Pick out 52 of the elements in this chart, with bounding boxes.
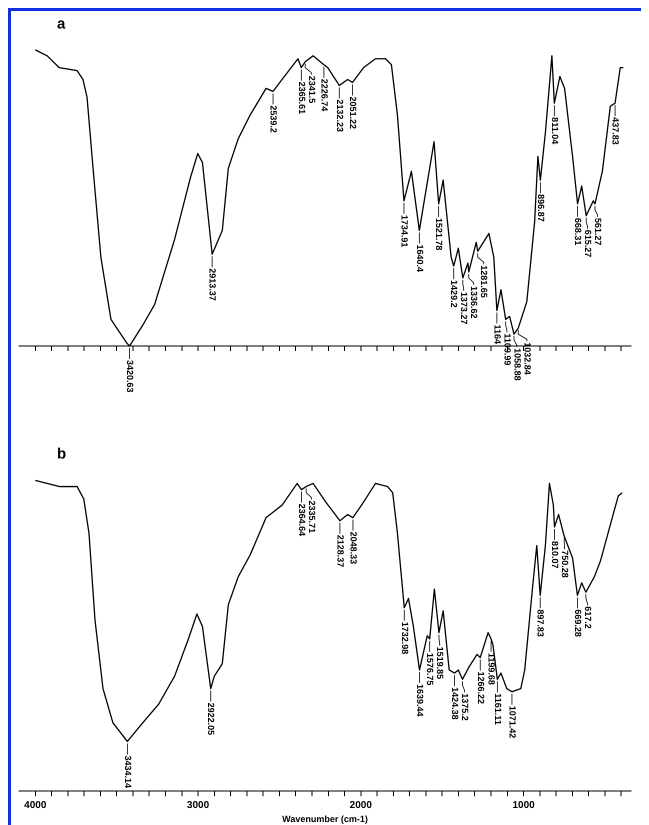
annotation: 2128.37	[335, 534, 346, 568]
annotation: 1519.85	[435, 646, 446, 680]
annotation: 1375.2	[460, 693, 470, 721]
annotation: 615.27	[583, 230, 594, 258]
annotation: 1161.11	[492, 693, 503, 725]
annotation: 2335.71	[306, 500, 317, 534]
annotation: 2132.23	[334, 99, 345, 132]
annotation: 3434.14	[122, 755, 133, 788]
x-tick-label: 2000	[350, 800, 372, 811]
annotation: 1732.98	[400, 622, 410, 654]
annotation: 2922.05	[206, 702, 216, 736]
annotation: 1734.91	[399, 214, 410, 248]
annotation: 1521.78	[434, 218, 444, 250]
annotation: 2364.64	[296, 504, 307, 536]
annotation: 1424.38	[450, 687, 460, 720]
annotation: 810.07	[550, 540, 560, 568]
annotation: 617.2	[582, 606, 593, 629]
annotation: 1199.68	[486, 652, 497, 685]
annotation: 2051.22	[348, 96, 358, 130]
annotation: 2226.74	[319, 78, 330, 112]
annotation: 2913.37	[208, 268, 218, 301]
annotation: 896.87	[536, 194, 546, 222]
annotation: 897.83	[536, 609, 546, 637]
annotation: 1373.27	[459, 292, 470, 324]
chart-title: b	[57, 446, 66, 463]
annotation: 668.31	[573, 218, 584, 246]
x-axis-title: Wavenumber (cm-1)	[282, 814, 368, 824]
annotation: 1576.75	[425, 652, 436, 686]
annotation: 2341.5	[306, 76, 317, 104]
chart-title: a	[57, 16, 66, 33]
x-tick-label: 4000	[24, 800, 47, 811]
annotation: 1164	[492, 324, 502, 344]
annotation: 1281.65	[479, 265, 490, 298]
annotation: 2365.61	[296, 82, 307, 114]
annotation: 1071.42	[507, 706, 518, 738]
annotation: 750.28	[560, 550, 570, 578]
annotation: 3420.63	[125, 360, 136, 393]
annotation: 669.28	[572, 609, 583, 637]
annotation: 1032.84	[522, 342, 532, 375]
annotation: 1640.4	[414, 244, 425, 272]
annotation: 811.04	[550, 117, 560, 144]
annotation: 1266.22	[476, 672, 486, 704]
annotation: 2539.2	[268, 105, 279, 133]
annotation: 437.83	[610, 117, 621, 145]
x-tick-label: 3000	[186, 800, 210, 811]
annotation: 2048.33	[348, 532, 358, 564]
annotation: 1429.2	[449, 280, 460, 308]
x-tick-label: 1000	[512, 800, 536, 811]
annotation: 1336.62	[469, 286, 480, 319]
annotation: 1639.44	[415, 684, 426, 717]
annotation: 1058.88	[512, 348, 522, 381]
annotation: 561.27	[593, 218, 604, 246]
